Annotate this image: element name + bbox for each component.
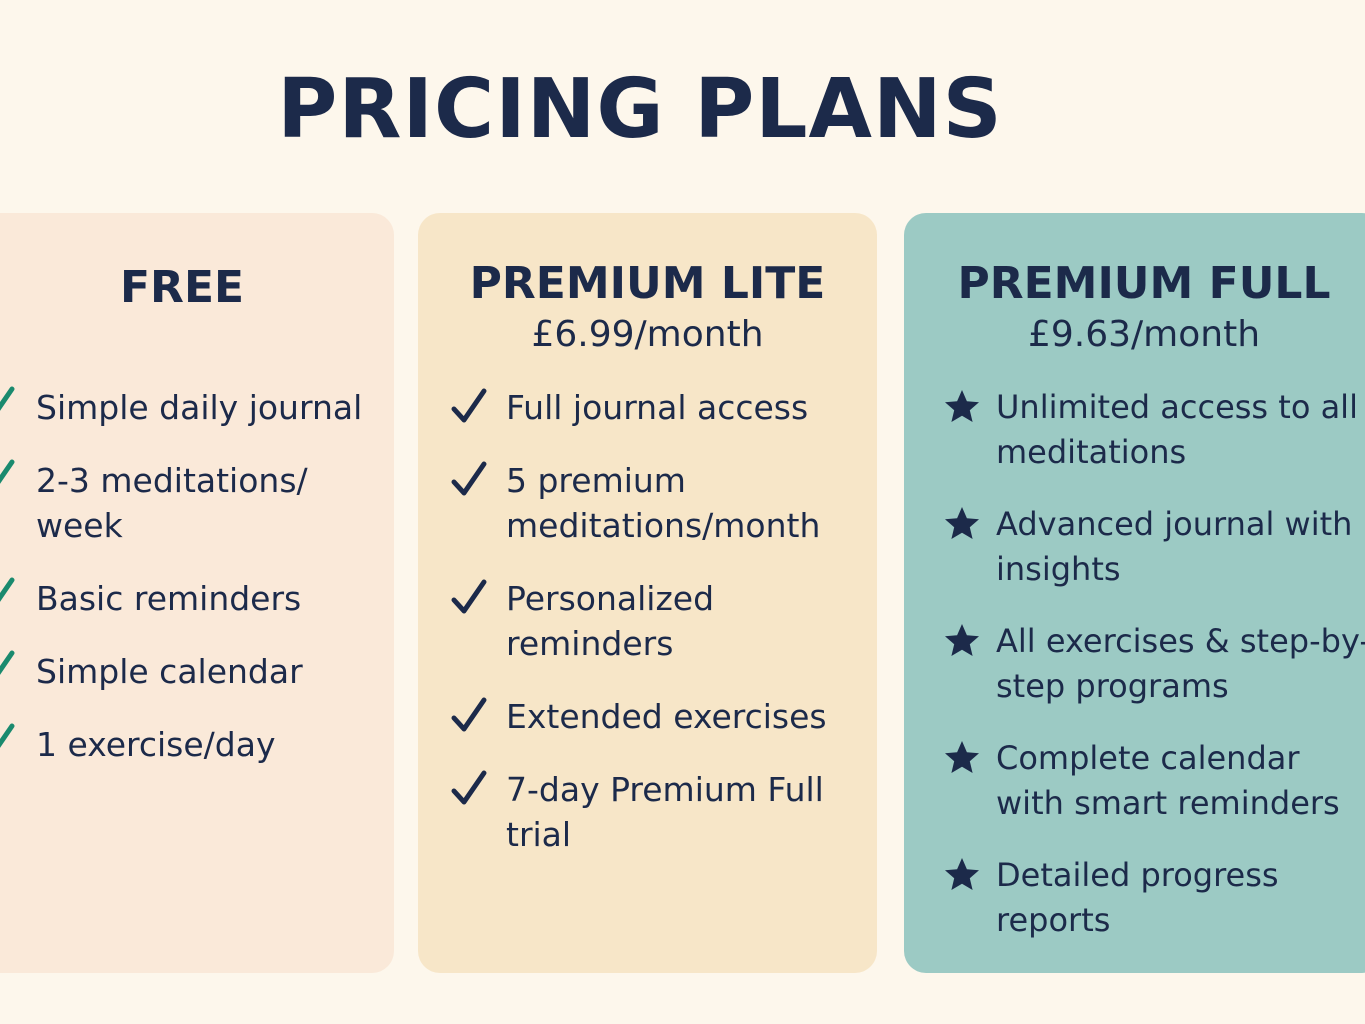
check-icon — [0, 386, 15, 411]
feature-item: Basic reminders — [0, 576, 374, 621]
feature-item: Unlimited access to all meditations — [942, 385, 1365, 475]
star-icon — [945, 390, 979, 422]
feature-text: Personalized reminders — [506, 579, 715, 663]
feature-item: All exercises & step-by-step programs — [942, 619, 1365, 709]
feature-text: Simple calendar — [36, 652, 303, 691]
feature-item: 5 premium meditations/month — [448, 458, 868, 548]
plan-card-premium-full[interactable]: PREMIUM FULL £9.63/month Unlimited acces… — [904, 213, 1365, 973]
feature-item: Simple daily journal — [0, 385, 374, 430]
feature-text: Extended exercises — [506, 697, 827, 736]
check-icon — [0, 723, 15, 748]
plan-card-premium-lite[interactable]: PREMIUM LITE £6.99/month Full journal ac… — [418, 213, 877, 973]
feature-text: Simple daily journal — [36, 388, 363, 427]
feature-text: 7-day Premium Full trial — [506, 770, 824, 854]
feature-list-free: Simple daily journal 2-3 meditations/ we… — [0, 385, 374, 795]
check-icon — [0, 459, 15, 484]
check-icon — [451, 388, 487, 423]
feature-text: Complete calendar with smart reminders — [996, 739, 1340, 822]
check-icon — [451, 579, 487, 614]
check-icon — [451, 770, 487, 805]
feature-text: Advanced journal with insights — [996, 505, 1353, 588]
feature-list-premium-lite: Full journal access 5 premium meditation… — [448, 385, 868, 885]
feature-list-premium-full: Unlimited access to all meditations Adva… — [942, 385, 1365, 970]
feature-item: Detailed progress reports — [942, 853, 1365, 943]
feature-text: Full journal access — [506, 388, 809, 427]
check-icon — [451, 461, 487, 496]
plan-card-free[interactable]: FREE Simple daily journal 2-3 meditation… — [0, 213, 394, 973]
feature-item: 2-3 meditations/ week — [0, 458, 374, 548]
plan-price-premium-lite: £6.99/month — [531, 314, 764, 355]
feature-item: Complete calendar with smart reminders — [942, 736, 1365, 826]
check-icon — [0, 577, 15, 602]
plan-price-premium-full: £9.63/month — [1027, 314, 1261, 355]
feature-item: 7-day Premium Full trial — [448, 767, 868, 857]
feature-item: Extended exercises — [448, 694, 868, 739]
star-icon — [945, 741, 979, 773]
star-icon — [945, 858, 979, 890]
star-icon — [945, 507, 979, 539]
feature-item: 1 exercise/day — [0, 722, 374, 767]
plan-name-premium-full: PREMIUM FULL — [957, 258, 1331, 309]
feature-text: Detailed progress reports — [996, 856, 1279, 939]
page-title: PRICING PLANS — [277, 62, 1003, 157]
feature-text: 2-3 meditations/ week — [36, 461, 308, 545]
check-icon — [0, 650, 15, 675]
plan-name-free: FREE — [120, 262, 245, 313]
feature-text: 5 premium meditations/month — [506, 461, 821, 545]
feature-item: Full journal access — [448, 385, 868, 430]
feature-text: Basic reminders — [36, 579, 302, 618]
star-icon — [945, 624, 979, 656]
feature-text: 1 exercise/day — [36, 725, 276, 764]
feature-item: Simple calendar — [0, 649, 374, 694]
feature-item: Advanced journal with insights — [942, 502, 1365, 592]
check-icon — [451, 697, 487, 732]
plan-name-premium-lite: PREMIUM LITE — [469, 258, 826, 309]
feature-text: Unlimited access to all meditations — [996, 388, 1358, 471]
feature-text: All exercises & step-by-step programs — [996, 622, 1365, 705]
feature-item: Personalized reminders — [448, 576, 868, 666]
